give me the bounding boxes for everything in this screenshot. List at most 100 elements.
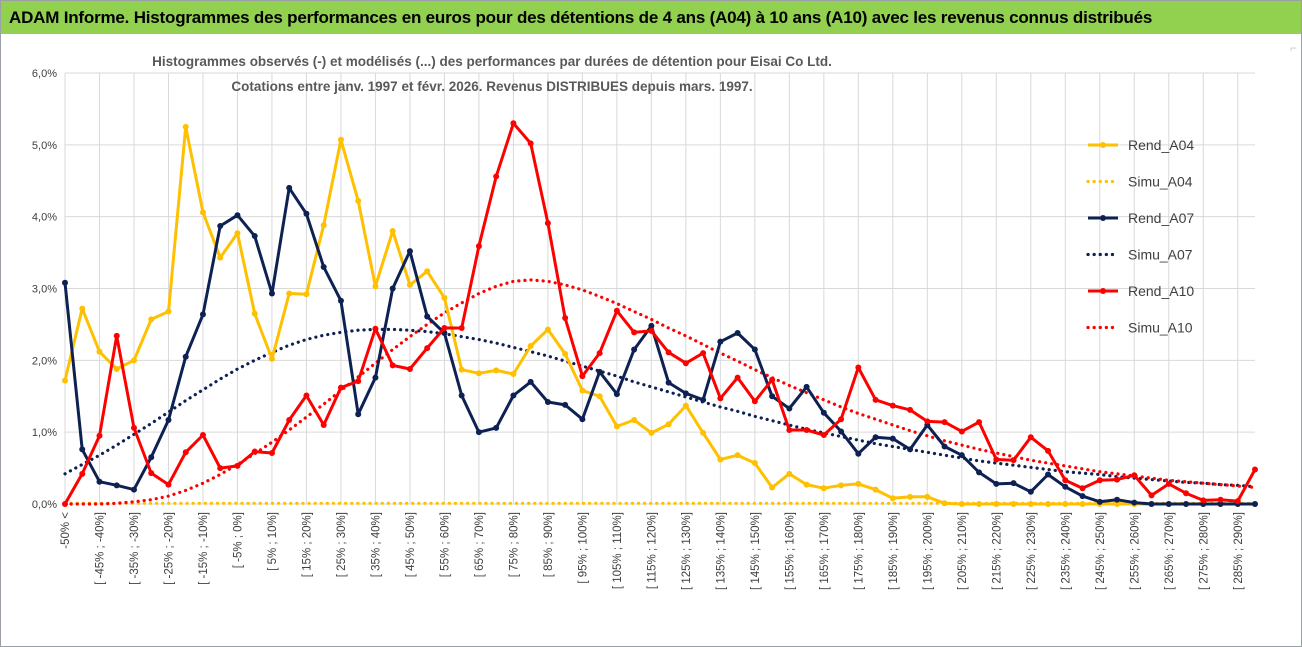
data-point-rend-a04 <box>372 283 379 290</box>
series-line-simu-a07 <box>63 327 1257 489</box>
data-point-rend-a04 <box>286 290 293 297</box>
data-point-rend-a07 <box>751 346 758 353</box>
x-tick-label: [ 115% ; 120%] <box>646 512 658 589</box>
x-tick-label: -50% < <box>60 512 72 549</box>
data-point-rend-a07 <box>458 392 465 399</box>
data-point-rend-a10 <box>889 402 896 409</box>
legend-label-simu-a10: Simu_A10 <box>1128 320 1193 336</box>
series-line-rend-a04 <box>63 125 1255 506</box>
y-tick-label: 0,0% <box>32 499 57 511</box>
grid-lines <box>64 72 1255 505</box>
data-point-rend-a07 <box>96 478 103 485</box>
data-point-rend-a07 <box>303 210 310 217</box>
data-point-rend-a04 <box>838 482 845 489</box>
x-tick-label: [ -35% ; -30%] <box>129 512 141 585</box>
data-point-rend-a04 <box>907 493 914 500</box>
x-tick-label: [ 265% ; 270%] <box>1164 512 1176 590</box>
chart-subtitle-line-1: Histogrammes observés (-) et modélisés (… <box>152 54 832 69</box>
data-point-rend-a07 <box>1096 498 1103 505</box>
data-point-rend-a04 <box>751 460 758 467</box>
data-point-rend-a10 <box>303 392 310 399</box>
data-point-rend-a04 <box>62 377 68 384</box>
legend-label-rend-a10: Rend_A10 <box>1128 283 1194 299</box>
data-point-rend-a04 <box>872 486 879 493</box>
y-tick-label: 2,0% <box>32 355 57 367</box>
legend-label-simu-a04: Simu_A04 <box>1128 174 1193 190</box>
x-tick-label: [ 45% ; 50%] <box>405 512 417 577</box>
data-point-rend-a10 <box>717 395 724 402</box>
data-point-rend-a10 <box>665 349 672 356</box>
data-point-rend-a07 <box>79 446 86 453</box>
data-point-rend-a04 <box>458 366 465 373</box>
x-tick-label: [ 285% ; 290%] <box>1233 512 1245 590</box>
data-point-rend-a10 <box>544 220 551 227</box>
data-point-rend-a07 <box>113 482 120 489</box>
x-tick-label: [ 215% ; 220%] <box>991 512 1003 590</box>
data-point-rend-a04 <box>1079 501 1086 507</box>
data-point-rend-a10 <box>803 427 810 434</box>
data-point-rend-a10 <box>924 418 931 425</box>
data-point-rend-a07 <box>562 401 569 408</box>
data-point-rend-a07 <box>217 223 224 230</box>
x-tick-label: [ -15% ; -10%] <box>198 512 210 585</box>
data-point-rend-a07 <box>613 391 620 398</box>
data-point-rend-a10 <box>1200 497 1207 504</box>
data-point-rend-a04 <box>148 316 155 323</box>
data-point-rend-a10 <box>458 325 465 332</box>
data-point-rend-a10 <box>820 432 827 439</box>
data-point-rend-a10 <box>510 120 517 127</box>
x-tick-label: [ -5% ; 0%] <box>232 512 244 568</box>
data-point-rend-a10 <box>355 378 362 385</box>
data-point-rend-a10 <box>217 465 224 472</box>
x-tick-label: [ 55% ; 60%] <box>439 512 451 577</box>
data-point-rend-a04 <box>475 370 482 377</box>
data-point-rend-a07 <box>976 469 983 476</box>
data-point-rend-a07 <box>958 452 965 459</box>
data-point-rend-a07 <box>700 396 707 403</box>
data-point-rend-a10 <box>1217 496 1224 503</box>
header-bar: ADAM Informe. Histogrammes des performan… <box>1 1 1301 34</box>
data-point-rend-a04 <box>1114 501 1121 507</box>
data-point-rend-a10 <box>268 449 275 456</box>
x-tick-label: [ 275% ; 280%] <box>1198 512 1210 590</box>
data-point-rend-a07 <box>941 443 948 450</box>
data-point-rend-a07 <box>1131 499 1138 506</box>
x-tick-label: [ 75% ; 80%] <box>508 512 520 577</box>
data-point-rend-a10 <box>838 416 845 423</box>
x-tick-label: [ 245% ; 250%] <box>1095 512 1107 590</box>
data-point-rend-a07 <box>820 409 827 416</box>
data-point-rend-a04 <box>562 350 569 357</box>
data-point-rend-a04 <box>510 370 517 377</box>
data-point-rend-a07 <box>579 416 586 423</box>
data-point-rend-a07 <box>855 450 862 457</box>
data-point-rend-a07 <box>493 424 500 431</box>
data-point-rend-a07 <box>234 212 241 219</box>
data-point-rend-a10 <box>527 140 534 147</box>
data-point-rend-a10 <box>1010 457 1017 464</box>
data-point-rend-a07 <box>62 279 68 286</box>
data-point-rend-a07 <box>182 353 189 360</box>
data-point-rend-a07 <box>406 248 413 255</box>
data-point-rend-a10 <box>1148 492 1155 499</box>
data-point-rend-a10 <box>1183 490 1190 497</box>
data-point-rend-a10 <box>769 376 776 383</box>
y-tick-label: 3,0% <box>32 284 57 296</box>
data-point-rend-a10 <box>62 501 68 507</box>
data-point-rend-a10 <box>389 362 396 369</box>
data-point-rend-a07 <box>872 434 879 441</box>
data-point-rend-a04 <box>1010 501 1017 507</box>
data-point-rend-a10 <box>562 314 569 321</box>
data-point-rend-a04 <box>1027 501 1034 507</box>
data-point-rend-a04 <box>406 281 413 288</box>
data-point-rend-a04 <box>631 416 638 423</box>
data-point-rend-a07 <box>1010 480 1017 487</box>
data-point-rend-a04 <box>769 484 776 491</box>
x-tick-label: [ 175% ; 180%] <box>853 512 865 590</box>
series-line-simu-a10 <box>63 278 1257 506</box>
x-tick-label: [ 25% ; 30%] <box>336 512 348 577</box>
data-point-rend-a10 <box>493 173 500 180</box>
data-point-rend-a10 <box>648 327 655 334</box>
data-point-rend-a04 <box>182 123 189 130</box>
x-tick-label: [ 145% ; 150%] <box>750 512 762 590</box>
data-point-rend-a07 <box>424 313 431 320</box>
